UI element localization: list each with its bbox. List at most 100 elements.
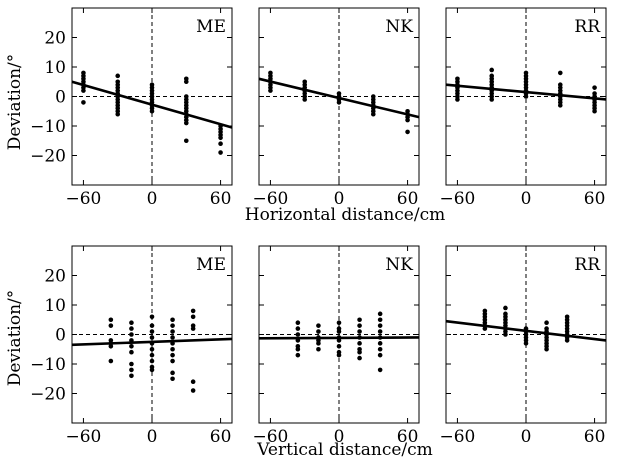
x-tick-label: 0 <box>521 427 532 447</box>
panel-me-1: ME −60 0 60 20 10 0 −10 −20 <box>30 7 233 209</box>
data-point <box>129 361 134 367</box>
y-tick-label: 10 <box>44 296 66 316</box>
x-tick-label: −60 <box>439 189 475 209</box>
data-point <box>295 346 301 352</box>
data-point <box>503 332 508 337</box>
data-point <box>405 129 410 135</box>
data-point <box>218 141 223 146</box>
data-point <box>218 135 223 141</box>
panel-label: ME <box>196 255 226 275</box>
data-point <box>190 379 196 385</box>
data-point <box>377 311 383 317</box>
data-point <box>149 329 155 334</box>
y-tick-label: −10 <box>30 117 66 137</box>
data-point <box>336 100 342 105</box>
panel-label: NK <box>385 255 413 275</box>
x-tick-label: 0 <box>334 189 345 209</box>
data-point <box>129 332 134 337</box>
x-tick-label: −60 <box>65 189 101 209</box>
data-point <box>523 341 529 346</box>
data-point <box>129 344 134 349</box>
data-point <box>129 349 134 355</box>
data-point <box>170 323 175 328</box>
data-point <box>115 73 121 79</box>
data-point <box>149 323 155 328</box>
data-point <box>377 317 383 323</box>
row2-x-axis-label: Vertical distance/cm <box>256 440 433 460</box>
y-tick-label: 10 <box>44 58 66 78</box>
y-tick-label: 20 <box>44 267 66 287</box>
x-tick-label: 0 <box>521 189 532 209</box>
regression-line <box>258 77 420 119</box>
data-point <box>377 341 383 346</box>
regression-line <box>258 336 420 340</box>
data-point <box>455 97 460 102</box>
panel-label: ME <box>196 17 226 37</box>
data-point <box>592 85 597 90</box>
x-tick-label: 60 <box>210 427 232 447</box>
x-tick-label: 60 <box>584 189 606 209</box>
data-point <box>295 352 301 358</box>
data-point <box>149 314 155 320</box>
data-point <box>357 329 362 334</box>
data-point <box>108 358 114 364</box>
data-point <box>81 100 86 105</box>
data-point <box>183 120 189 126</box>
x-tick-label: −60 <box>252 427 288 447</box>
panels: ME −60 0 60 20 10 0 −10 −20 NK −60 0 60 RR −60 0 60 ME −60… <box>30 7 607 447</box>
data-point <box>268 88 273 93</box>
data-point <box>357 355 362 361</box>
data-point <box>295 332 301 337</box>
data-point <box>170 317 175 323</box>
data-point <box>482 326 488 331</box>
row2-y-axis-label: Deviation/° <box>5 290 25 387</box>
data-point <box>557 70 563 76</box>
data-point <box>523 94 529 99</box>
x-tick-label: −60 <box>439 427 475 447</box>
panel-nk-2: NK −60 0 60 <box>252 245 420 447</box>
data-point <box>316 346 321 352</box>
regression-line <box>445 319 607 342</box>
data-point <box>377 323 383 328</box>
data-point <box>316 323 321 328</box>
x-tick-label: 60 <box>397 189 419 209</box>
y-tick-label: −10 <box>30 355 66 375</box>
data-point <box>557 103 563 108</box>
data-point <box>149 352 155 358</box>
data-point <box>336 338 342 343</box>
panel-rr-2: RR −60 0 60 <box>439 245 607 447</box>
data-point <box>544 346 549 352</box>
row1-x-axis-label: Horizontal distance/cm <box>245 205 445 225</box>
data-point <box>336 329 342 334</box>
data-point <box>108 344 114 349</box>
data-point <box>183 138 189 144</box>
data-point <box>316 329 321 334</box>
data-point <box>149 335 155 340</box>
x-tick-label: 60 <box>210 189 232 209</box>
data-point <box>377 329 383 334</box>
row1-y-axis-label: Deviation/° <box>5 54 25 151</box>
panel-label: RR <box>574 255 601 275</box>
data-point <box>183 79 189 85</box>
y-tick-label: 0 <box>55 326 66 346</box>
x-tick-label: 0 <box>334 427 345 447</box>
data-point <box>170 346 175 352</box>
data-point <box>190 308 196 314</box>
data-point <box>489 97 495 102</box>
data-point <box>149 358 155 364</box>
data-point <box>108 317 114 323</box>
data-point <box>357 341 362 346</box>
data-point <box>190 326 196 331</box>
regression-line <box>71 337 233 347</box>
data-point <box>377 367 383 373</box>
data-point <box>149 367 155 373</box>
data-point <box>129 320 134 326</box>
data-point <box>357 317 362 323</box>
y-tick-label: 20 <box>44 29 66 49</box>
panel-label: RR <box>574 17 601 37</box>
x-tick-label: 0 <box>147 427 158 447</box>
data-point <box>357 349 362 355</box>
data-point <box>295 320 301 326</box>
y-tick-label: 0 <box>55 88 66 108</box>
